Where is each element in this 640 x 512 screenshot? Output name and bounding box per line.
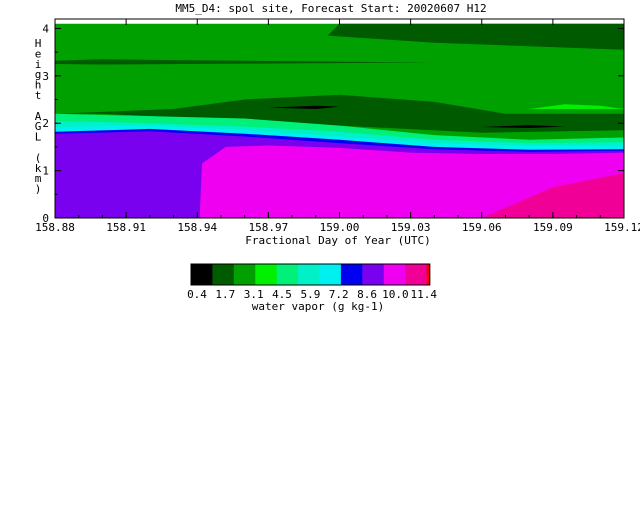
y-label-char: k [35, 162, 42, 175]
heatmap-region-6 [529, 104, 624, 109]
heatmap-region-1 [327, 23, 624, 50]
colorbar-swatch [191, 264, 213, 285]
x-tick-label: 158.97 [249, 221, 289, 234]
y-label-char: G [35, 120, 42, 133]
colorbar: 0.4 1.7 3.1 4.5 5.9 7.2 8.6 10.0 11.4 [187, 263, 438, 301]
heatmap-regions [55, 19, 624, 218]
colorbar-swatch [276, 264, 299, 285]
colorbar-swatch [405, 264, 427, 285]
y-tick-label: 4 [42, 22, 49, 35]
colorbar-swatch [319, 264, 342, 285]
axis-ticks: 158.88 158.91 158.94 158.97 159.00 159.03 159.… [35, 19, 640, 234]
colorbar-tick-label: 11.4 [411, 288, 438, 301]
y-label-char: ) [35, 183, 42, 196]
heatmap-region-13 [481, 173, 624, 218]
y-tick-label: 3 [42, 70, 49, 83]
y-label-char: t [35, 89, 42, 102]
colorbar-swatch [362, 264, 385, 285]
x-tick-label: 159.09 [533, 221, 573, 234]
colorbar-tick-label: 8.6 [357, 288, 377, 301]
chart-title: MM5_D4: spol site, Forecast Start: 20020… [175, 2, 486, 15]
colorbar-label: water vapor (g kg-1) [252, 300, 384, 313]
y-label-char: h [35, 79, 42, 92]
colorbar-tick-label: 3.1 [244, 288, 264, 301]
x-tick-label: 159.00 [320, 221, 360, 234]
colorbar-tick-label: 1.7 [215, 288, 235, 301]
y-label-char: m [35, 172, 42, 185]
y-tick-label: 0 [42, 212, 49, 225]
y-tick-label: 1 [42, 165, 49, 178]
y-label-char: ( [35, 151, 42, 164]
colorbar-tick-label: 0.4 [187, 288, 207, 301]
y-label-char: i [35, 58, 42, 71]
x-tick-label: 159.03 [391, 221, 431, 234]
y-label-char: H [35, 37, 42, 50]
y-label-char: L [35, 131, 42, 144]
x-tick-label: 159.12 [604, 221, 640, 234]
x-tick-label: 158.91 [106, 221, 146, 234]
y-tick-label: 2 [42, 117, 49, 130]
heatmap-region-12 [199, 145, 624, 218]
heatmap-region-4 [268, 105, 340, 109]
y-label-char: A [35, 110, 42, 123]
colorbar-tick-label: 4.5 [272, 288, 292, 301]
y-label-char: e [35, 47, 42, 60]
colorbar-swatch [233, 264, 256, 285]
colorbar-swatch [340, 264, 363, 285]
heatmap-region-5 [481, 125, 565, 128]
heatmap-region-3 [55, 94, 624, 133]
colorbar-swatch [212, 264, 235, 285]
y-label-char: g [35, 68, 42, 81]
colorbar-swatch [298, 264, 320, 285]
colorbar-swatch [426, 264, 431, 285]
colorbar-tick-label: 10.0 [382, 288, 409, 301]
heatmap-region-2 [55, 59, 435, 65]
colorbar-swatch [383, 264, 406, 285]
x-tick-label: 158.88 [35, 221, 75, 234]
colorbar-swatch [255, 264, 278, 285]
colorbar-frame [190, 263, 431, 286]
x-tick-label: 158.94 [177, 221, 217, 234]
x-tick-label: 159.06 [462, 221, 502, 234]
x-axis-label: Fractional Day of Year (UTC) [245, 234, 430, 247]
colorbar-tick-label: 5.9 [300, 288, 320, 301]
colorbar-tick-label: 7.2 [329, 288, 349, 301]
